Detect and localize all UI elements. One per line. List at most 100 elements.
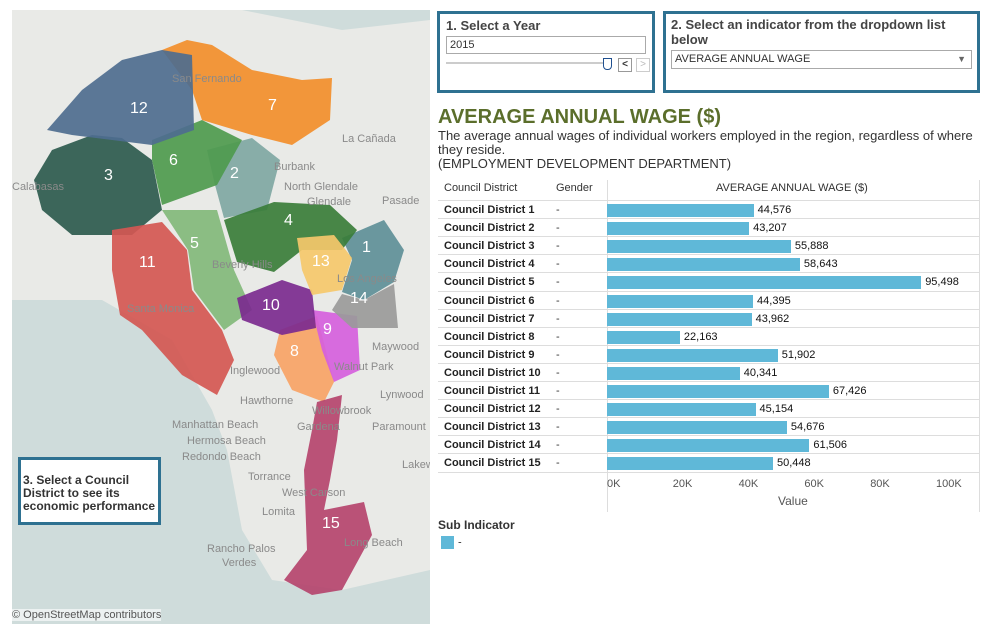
district-13[interactable] [297,235,352,295]
place-label: La Cañada [342,133,397,145]
district-label[interactable]: Council District 11 [444,385,540,397]
place-label: Lynwood [380,389,424,401]
place-label: North Glendale [284,181,358,193]
gender-value: - [556,348,560,361]
council-district-map[interactable]: 1 2 3 4 5 6 7 8 9 10 11 12 13 14 15 San Fernando La Cañ… [12,10,430,624]
place-label: Calabasas [12,181,64,193]
place-label: Torrance [248,471,291,483]
district-number-label: 10 [262,297,280,314]
district-7[interactable] [162,40,332,145]
bar[interactable] [607,403,756,417]
bar-value-label: 44,576 [757,204,792,216]
place-label: Redondo Beach [182,451,261,463]
district-label[interactable]: Council District 4 [444,258,535,271]
district-number-label: 7 [268,97,277,114]
bar[interactable] [607,366,740,380]
chart-border [979,180,980,512]
district-number-label: 14 [350,290,368,307]
gender-value: - [556,330,560,343]
bar-value-label: 67,426 [832,385,867,397]
district-label[interactable]: Council District 7 [444,312,535,325]
bar[interactable] [607,330,680,344]
bar[interactable] [607,240,791,254]
district-label[interactable]: Council District 13 [444,421,541,434]
bar-value-label: 50,448 [776,457,811,470]
legend-item[interactable]: - [438,536,515,549]
table-row[interactable]: Council District 8 - 22,163 [438,326,980,346]
bar[interactable] [607,457,773,471]
source-text: (EMPLOYMENT DEVELOPMENT DEPARTMENT) [438,156,732,171]
district-label[interactable]: Council District 15 [444,457,541,470]
district-label[interactable]: Council District 1 [444,204,535,216]
bar[interactable] [607,294,754,308]
district-label[interactable]: Council District 8 [444,330,535,343]
year-slider[interactable]: < > [446,58,650,74]
district-label[interactable]: Council District 3 [444,240,535,253]
district-9[interactable] [312,310,360,382]
next-year-button[interactable]: > [636,58,650,72]
slider-thumb[interactable] [603,58,612,70]
district-number-label: 15 [322,515,340,532]
chart-title: AVERAGE ANNUAL WAGE ($) [716,182,868,194]
district-3[interactable] [34,135,162,235]
indicator-dropdown[interactable]: AVERAGE ANNUAL WAGE ▼ [671,50,972,69]
table-row[interactable]: Council District 11 - 67,426 [438,381,980,400]
table-row[interactable]: Council District 13 - 54,676 [438,417,980,436]
district-label[interactable]: Council District 10 [444,366,541,379]
year-input[interactable]: 2015 [446,36,646,54]
table-row[interactable]: Council District 4 - 58,643 [438,254,980,273]
district-12[interactable] [47,50,194,145]
place-label: West Carson [282,487,345,499]
bar[interactable] [607,348,778,362]
bar-value-label: 51,902 [781,348,816,361]
gender-value: - [556,204,560,216]
bar[interactable] [607,312,752,326]
district-number-label: 8 [290,343,299,360]
district-number-label: 1 [362,239,371,256]
table-row[interactable]: Council District 10 - 40,341 [438,362,980,382]
district-10[interactable] [237,280,316,335]
district-label[interactable]: Council District 9 [444,348,535,361]
district-4[interactable] [224,202,357,272]
description-text: The average annual wages of individual w… [438,128,973,157]
district-label[interactable]: Council District 12 [444,403,541,416]
slider-track[interactable] [446,62,606,64]
district-6[interactable] [152,120,242,205]
district-label[interactable]: Council District 14 [444,439,541,452]
table-row[interactable]: Council District 6 - 44,395 [438,290,980,310]
select-district-instruction: 3. Select a Council District to see its … [18,457,161,525]
district-label[interactable]: Council District 5 [444,276,535,289]
bar[interactable] [607,439,810,453]
table-row[interactable]: Council District 7 - 43,962 [438,308,980,328]
district-label[interactable]: Council District 6 [444,294,535,307]
place-label: Glendale [307,196,351,208]
table-row[interactable]: Council District 2 - 43,207 [438,218,980,237]
table-row[interactable]: Council District 3 - 55,888 [438,236,980,255]
district-number-label: 4 [284,212,293,229]
district-11[interactable] [112,222,234,395]
district-number-label: 6 [169,152,178,169]
district-5[interactable] [162,210,252,330]
bar[interactable] [607,258,800,272]
bar[interactable] [607,222,750,236]
bar[interactable] [607,276,922,290]
district-15[interactable] [284,395,372,595]
prev-year-button[interactable]: < [618,58,632,72]
district-label[interactable]: Council District 2 [444,222,535,235]
bar[interactable] [607,204,754,217]
place-label: Long Beach [344,537,403,549]
table-row[interactable]: Council District 5 - 95,498 [438,272,980,291]
page-title: AVERAGE ANNUAL WAGE ($) [438,106,721,128]
place-label: Pasade [382,195,419,207]
district-1[interactable] [342,220,404,300]
place-label: Gardena [297,421,341,433]
table-row[interactable]: Council District 15 - 50,448 [438,453,980,472]
table-row[interactable]: Council District 9 - 51,902 [438,344,980,364]
table-row[interactable]: Council District 1 - 44,576 [438,200,980,219]
district-14[interactable] [332,284,398,328]
table-row[interactable]: Council District 14 - 61,506 [438,435,980,454]
table-row[interactable]: Council District 12 - 45,154 [438,399,980,418]
bar[interactable] [607,385,829,398]
bar[interactable] [607,421,787,435]
